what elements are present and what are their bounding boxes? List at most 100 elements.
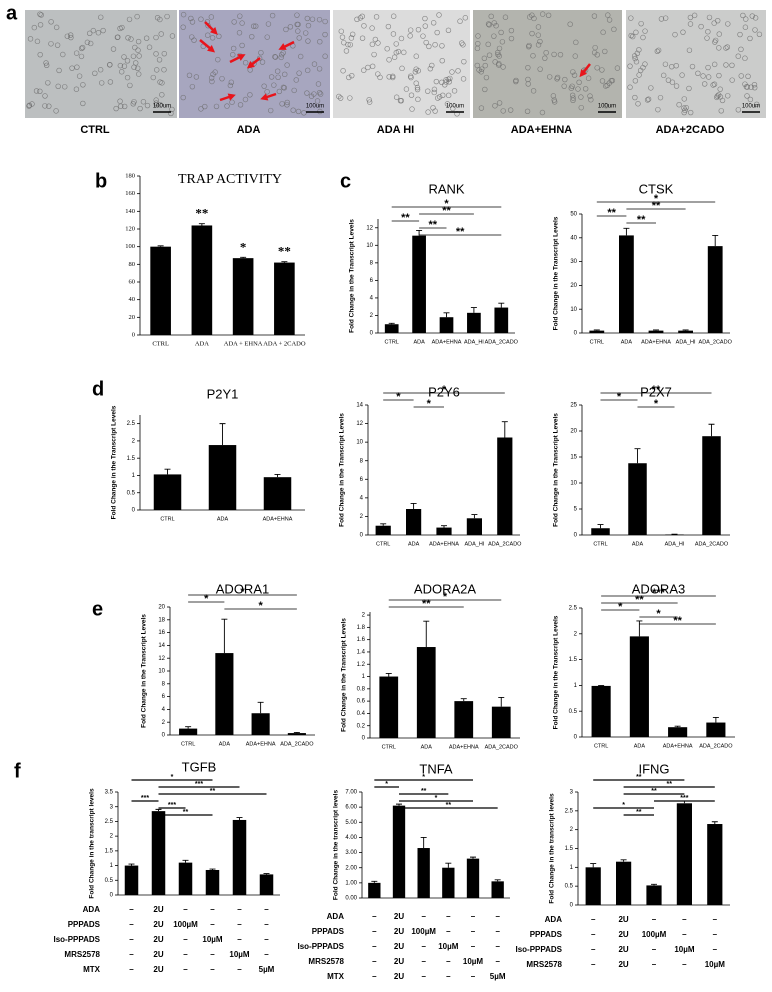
- cell: [385, 23, 392, 30]
- micrograph-label: ADA: [237, 124, 261, 136]
- condition-value: –: [495, 957, 500, 966]
- cell: [264, 89, 270, 95]
- error-bar: [182, 859, 189, 863]
- y-tick-label: 0: [570, 903, 574, 909]
- error-bar: [593, 329, 600, 331]
- y-tick-label: 2: [570, 827, 574, 833]
- error-bar: [708, 423, 715, 437]
- y-tick-label: 0.5: [569, 709, 578, 715]
- chart-title: P2Y1: [207, 386, 239, 401]
- cell: [45, 80, 51, 86]
- cell: [395, 48, 402, 55]
- cell: [715, 92, 722, 98]
- cell: [710, 82, 716, 88]
- panel-letter: d: [92, 378, 104, 400]
- micrograph: [473, 10, 622, 118]
- cell: [274, 68, 281, 74]
- significance-label: **: [422, 598, 431, 610]
- y-axis-label: Fold Change in the transcript levels: [89, 788, 96, 899]
- arrow-head: [227, 93, 236, 101]
- cell: [369, 25, 375, 31]
- cell: [48, 19, 54, 25]
- cell: [281, 85, 287, 91]
- cell: [606, 17, 613, 23]
- cell: [705, 74, 712, 80]
- cell: [275, 74, 281, 80]
- y-tick-label: 0: [362, 736, 366, 742]
- significance-label: **: [421, 788, 427, 795]
- condition-value: –: [652, 915, 657, 924]
- cell: [62, 84, 68, 90]
- condition-value: 2U: [153, 920, 163, 929]
- cell: [42, 103, 48, 109]
- x-tick-label: CTRL: [594, 743, 608, 749]
- significance-label: ***: [168, 802, 176, 809]
- condition-name: MTX: [83, 965, 101, 974]
- cell: [130, 101, 136, 107]
- cell: [535, 32, 541, 38]
- cell: [309, 16, 316, 22]
- cell: [239, 42, 245, 49]
- cell: [121, 63, 128, 69]
- cell: [180, 11, 187, 18]
- y-tick-label: 1: [362, 674, 366, 680]
- error-bar: [385, 673, 392, 677]
- significance-label: *: [396, 391, 401, 403]
- condition-value: –: [210, 920, 215, 929]
- cell: [711, 81, 718, 87]
- cell: [445, 92, 452, 99]
- error-bar: [653, 329, 659, 331]
- bar: [392, 805, 406, 898]
- significance-label: **: [401, 212, 410, 224]
- cell: [291, 87, 297, 94]
- cell: [695, 70, 701, 77]
- y-tick-label: 40: [570, 235, 577, 241]
- y-tick-label: 12: [356, 421, 363, 427]
- error-bar: [651, 883, 657, 886]
- bar: [232, 819, 247, 895]
- cell: [450, 105, 456, 112]
- condition-value: 10µM: [229, 950, 250, 959]
- cell: [445, 76, 452, 82]
- significance-label: *: [444, 198, 449, 210]
- significance-label: *: [618, 601, 623, 613]
- x-tick-label: ADA_HI: [665, 541, 685, 547]
- cell: [158, 31, 164, 37]
- y-tick-label: 6: [370, 278, 374, 284]
- cell: [496, 53, 503, 59]
- cell: [375, 40, 381, 46]
- condition-name: MRS2578: [308, 957, 344, 966]
- condition-value: –: [237, 965, 242, 974]
- cell: [48, 41, 54, 47]
- bar: [179, 728, 198, 735]
- cell: [27, 36, 34, 42]
- significance-label: *: [171, 774, 174, 781]
- condition-value: 2U: [618, 930, 628, 939]
- significance-label: *: [617, 391, 622, 403]
- cell: [359, 13, 365, 20]
- cell: [636, 72, 642, 78]
- cell: [84, 39, 91, 46]
- cell: [198, 106, 204, 112]
- cell: [341, 39, 347, 46]
- cell: [449, 69, 455, 75]
- cell: [340, 68, 346, 74]
- cell: [642, 28, 648, 34]
- error-bar: [240, 256, 247, 259]
- cell: [78, 53, 85, 60]
- error-bar: [712, 716, 719, 723]
- cell: [213, 103, 220, 110]
- cell: [524, 108, 531, 115]
- cell: [34, 38, 41, 45]
- cell: [420, 33, 426, 39]
- bar: [215, 653, 234, 735]
- significance-label: *: [258, 600, 263, 612]
- cell: [156, 57, 163, 63]
- cell: [513, 77, 519, 84]
- condition-value: 100µM: [411, 927, 436, 936]
- cell: [530, 88, 537, 94]
- y-tick-label: 14: [356, 403, 363, 409]
- chart: TNFA Fold Change in the transcript levels…: [297, 761, 510, 981]
- cell: [80, 100, 86, 107]
- cell: [603, 103, 609, 109]
